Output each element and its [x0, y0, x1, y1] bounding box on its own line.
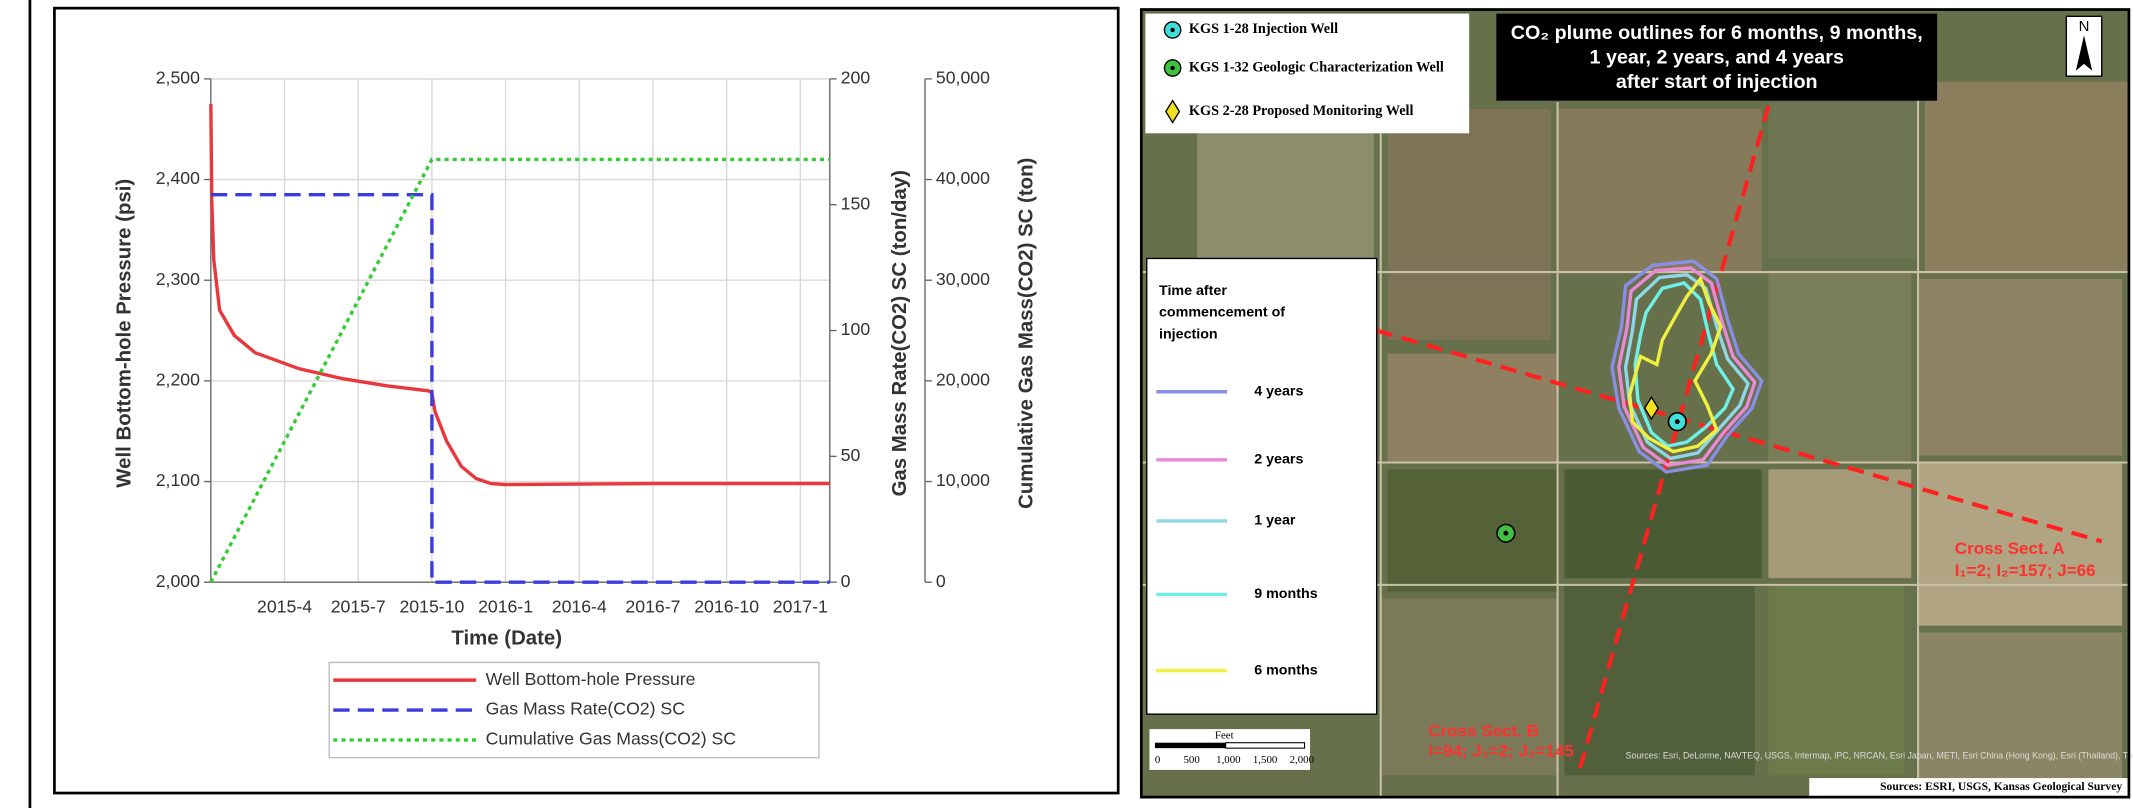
- x-tick-label: 2016-4: [552, 597, 607, 617]
- x-tick-label: 2015-7: [331, 597, 386, 617]
- scale-label: 1,000: [1216, 754, 1241, 766]
- scale-label: 0: [1155, 754, 1161, 766]
- page: 2015-4 2015-7 2015-10 2016-1 2016-4 2016-7 201…: [0, 0, 2133, 808]
- scale-label: 2,000: [1290, 754, 1315, 766]
- cross-section-b: Cross Sect. B: [1428, 721, 1539, 740]
- cross-section-a-index: I₁=2; I₂=157; J=66: [1955, 561, 2096, 580]
- x-tick-label: 2015-4: [257, 597, 312, 617]
- y-tick-label: 2,400: [156, 168, 200, 188]
- cross-section-a: Cross Sect. A: [1955, 539, 2065, 558]
- time-legend-title: injection: [1159, 326, 1218, 342]
- y-tick-label: 2,000: [156, 571, 200, 591]
- y3-tick-label: 40,000: [936, 168, 990, 188]
- legend-label: KGS 2-28 Proposed Monitoring Well: [1189, 103, 1414, 119]
- injection-well-dot: [1675, 419, 1680, 424]
- time-legend-title: commencement of: [1159, 305, 1285, 321]
- legend-label: Well Bottom-hole Pressure: [486, 669, 696, 689]
- x-tick-label: 2017-1: [773, 597, 828, 617]
- scale-bar: [1155, 743, 1226, 748]
- y2-tick-label: 100: [841, 319, 871, 339]
- time-legend-label: 2 years: [1254, 452, 1303, 468]
- y-tick-label: 2,100: [156, 470, 200, 490]
- y-axis-label: Well Bottom-hole Pressure (psi): [114, 179, 136, 488]
- characterization-well-dot: [1503, 531, 1508, 536]
- y2-tick-label: 200: [841, 68, 871, 88]
- time-legend: Time after commencement of injection 4 y…: [1147, 258, 1377, 714]
- y3-tick-label: 20,000: [936, 370, 990, 390]
- x-tick-label: 2015-10: [399, 597, 464, 617]
- y2-tick-label: 150: [841, 193, 871, 213]
- y-tick-label: 2,300: [156, 269, 200, 289]
- y-tick-label: 2,500: [156, 68, 200, 88]
- scale-label: 500: [1183, 754, 1200, 766]
- legend-label: Cumulative Gas Mass(CO2) SC: [486, 729, 737, 749]
- scale-bar: [1226, 743, 1305, 748]
- y3-axis-label: Cumulative Gas Mass(CO2) SC (ton): [1015, 158, 1037, 509]
- map: CO₂ plume outlines for 6 months, 9 month…: [1141, 10, 2133, 798]
- y2-axis-label: Gas Mass Rate(CO2) SC (ton/day): [889, 170, 911, 496]
- scale-title: Feet: [1215, 729, 1234, 741]
- map-title: CO₂ plume outlines for 6 months, 9 month…: [1511, 22, 1923, 44]
- x-tick-label: 2016-1: [478, 597, 533, 617]
- attribution: Sources: Esri, DeLorme, NAVTEQ, USGS, In…: [1626, 751, 2133, 761]
- y3-tick-label: 50,000: [936, 68, 990, 88]
- x-tick-label: 2016-7: [625, 597, 680, 617]
- y2-tick-label: 50: [841, 445, 861, 465]
- time-legend-label: 1 year: [1254, 513, 1296, 529]
- legend-symbol: [1170, 66, 1174, 70]
- map-title: 1 year, 2 years, and 4 years: [1590, 47, 1844, 69]
- y-tick-label: 2,200: [156, 370, 200, 390]
- legend-label: Gas Mass Rate(CO2) SC: [486, 699, 686, 719]
- time-legend-label: 4 years: [1254, 384, 1303, 400]
- legend-label: KGS 1-32 Geologic Characterization Well: [1189, 59, 1444, 75]
- figure: 2015-4 2015-7 2015-10 2016-1 2016-4 2016-7 201…: [0, 0, 2133, 808]
- north-label: N: [2079, 18, 2090, 35]
- cross-section-b-index: I=94; J₁=2; J₂=145: [1428, 742, 1574, 761]
- legend-label: KGS 1-28 Injection Well: [1189, 21, 1338, 37]
- time-legend-label: 9 months: [1254, 586, 1317, 602]
- y3-tick-label: 0: [936, 571, 946, 591]
- map-title: after start of injection: [1616, 71, 1818, 93]
- y3-tick-label: 10,000: [936, 470, 990, 490]
- legend-symbol: [1170, 28, 1174, 32]
- y3-tick-label: 30,000: [936, 269, 990, 289]
- scale-label: 1,500: [1253, 754, 1278, 766]
- sources: Sources: ESRI, USGS, Kansas Geological S…: [1880, 780, 2122, 793]
- time-legend-label: 6 months: [1254, 662, 1317, 678]
- x-tick-label: 2016-10: [694, 597, 759, 617]
- time-legend-title: Time after: [1159, 283, 1227, 299]
- y2-tick-label: 0: [841, 571, 851, 591]
- x-axis-label: Time (Date): [451, 628, 562, 650]
